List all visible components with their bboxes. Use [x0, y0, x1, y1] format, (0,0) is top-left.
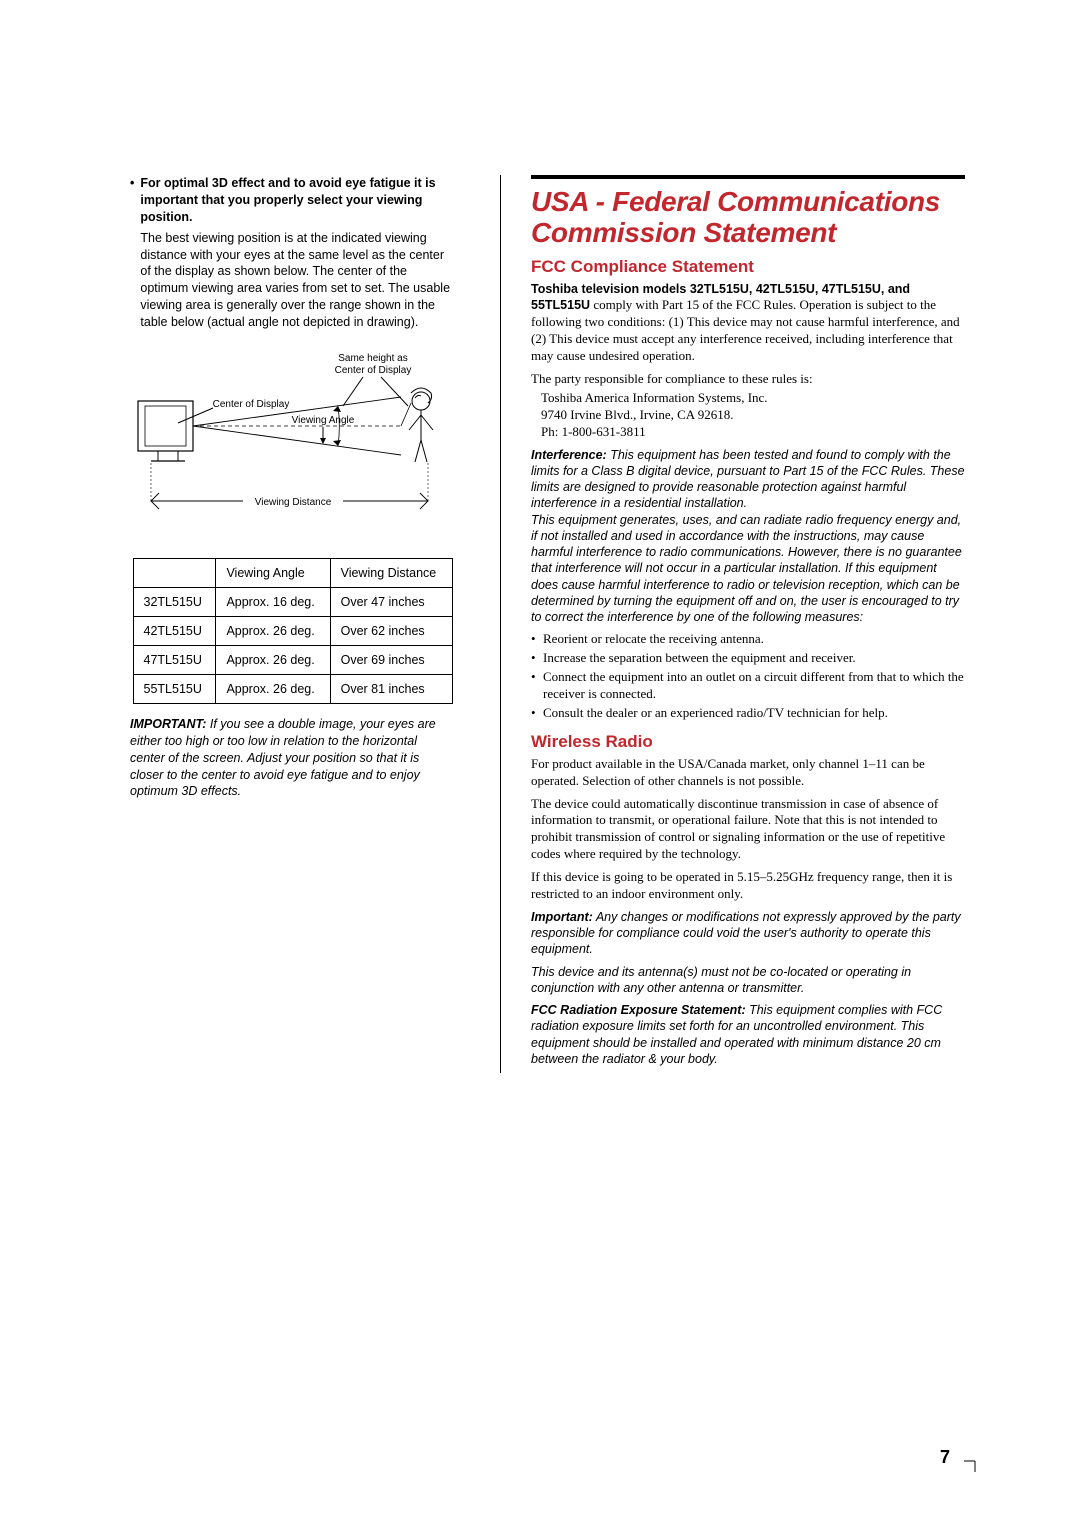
crop-mark-icon	[964, 1450, 986, 1472]
viewing-diagram: Same height as Center of Display Center …	[133, 351, 453, 536]
svg-text:Center of Display: Center of Display	[334, 365, 411, 376]
fcc-intro: Toshiba television models 32TL515U, 42TL…	[531, 281, 965, 365]
svg-text:Viewing Distance: Viewing Distance	[254, 497, 331, 508]
table-header: Viewing Angle	[216, 558, 330, 587]
section-title: USA - Federal Communications Commission …	[531, 187, 965, 249]
intro-bold: For optimal 3D effect and to avoid eye f…	[140, 176, 435, 224]
party-phone: Ph: 1-800-631-3811	[541, 424, 965, 441]
table-header	[133, 558, 216, 587]
important-note: IMPORTANT: If you see a double image, yo…	[130, 716, 455, 800]
column-divider	[500, 175, 501, 1073]
rad-lead: FCC Radiation Exposure Statement:	[531, 1003, 746, 1017]
table-row: 42TL515U Approx. 26 deg. Over 62 inches	[133, 616, 452, 645]
interference-block: Interference: This equipment has been te…	[531, 447, 965, 626]
wireless-p3: If this device is going to be operated i…	[531, 869, 965, 903]
svg-text:Same height as: Same height as	[338, 353, 408, 364]
interference-lead: Interference:	[531, 448, 607, 462]
list-item: Reorient or relocate the receiving anten…	[531, 631, 965, 648]
svg-text:Center of Display: Center of Display	[212, 399, 289, 410]
list-item: Connect the equipment into an outlet on …	[531, 669, 965, 703]
important-lead: IMPORTANT:	[130, 717, 206, 731]
list-item: Increase the separation between the equi…	[531, 650, 965, 667]
wireless-antenna: This device and its antenna(s) must not …	[531, 964, 965, 997]
party-name: Toshiba America Information Systems, Inc…	[541, 390, 965, 407]
party-intro: The party responsible for compliance to …	[531, 371, 965, 388]
wireless-heading: Wireless Radio	[531, 732, 965, 752]
title-rule	[531, 175, 965, 179]
list-item: Consult the dealer or an experienced rad…	[531, 705, 965, 722]
intro-body: The best viewing position is at the indi…	[140, 230, 455, 331]
page-number: 7	[940, 1447, 950, 1468]
viewing-table: Viewing Angle Viewing Distance 32TL515U …	[133, 558, 453, 704]
wireless-p1: For product available in the USA/Canada …	[531, 756, 965, 790]
table-header: Viewing Distance	[330, 558, 452, 587]
wireless-imp-body: Any changes or modifications not express…	[531, 910, 961, 957]
wireless-radiation: FCC Radiation Exposure Statement: This e…	[531, 1002, 965, 1067]
wireless-imp-lead: Important:	[531, 910, 593, 924]
measures-list: Reorient or relocate the receiving anten…	[531, 631, 965, 721]
table-row: 32TL515U Approx. 16 deg. Over 47 inches	[133, 587, 452, 616]
wireless-important: Important: Any changes or modifications …	[531, 909, 965, 958]
svg-text:Viewing Angle: Viewing Angle	[291, 415, 354, 426]
fcc-heading: FCC Compliance Statement	[531, 257, 965, 277]
two-column-layout: • For optimal 3D effect and to avoid eye…	[130, 175, 965, 1073]
table-row: 55TL515U Approx. 26 deg. Over 81 inches	[133, 674, 452, 703]
right-column: USA - Federal Communications Commission …	[531, 175, 965, 1073]
party-block: Toshiba America Information Systems, Inc…	[541, 390, 965, 441]
table-header-row: Viewing Angle Viewing Distance	[133, 558, 452, 587]
wireless-p2: The device could automatically discontin…	[531, 796, 965, 864]
left-column: • For optimal 3D effect and to avoid eye…	[130, 175, 455, 1073]
interference-body2: This equipment generates, uses, and can …	[531, 513, 962, 625]
intro-bullet: • For optimal 3D effect and to avoid eye…	[130, 175, 455, 331]
bullet-dot: •	[130, 175, 134, 331]
fcc-intro-rest: comply with Part 15 of the FCC Rules. Op…	[531, 297, 960, 363]
party-addr: 9740 Irvine Blvd., Irvine, CA 92618.	[541, 407, 965, 424]
table-row: 47TL515U Approx. 26 deg. Over 69 inches	[133, 645, 452, 674]
